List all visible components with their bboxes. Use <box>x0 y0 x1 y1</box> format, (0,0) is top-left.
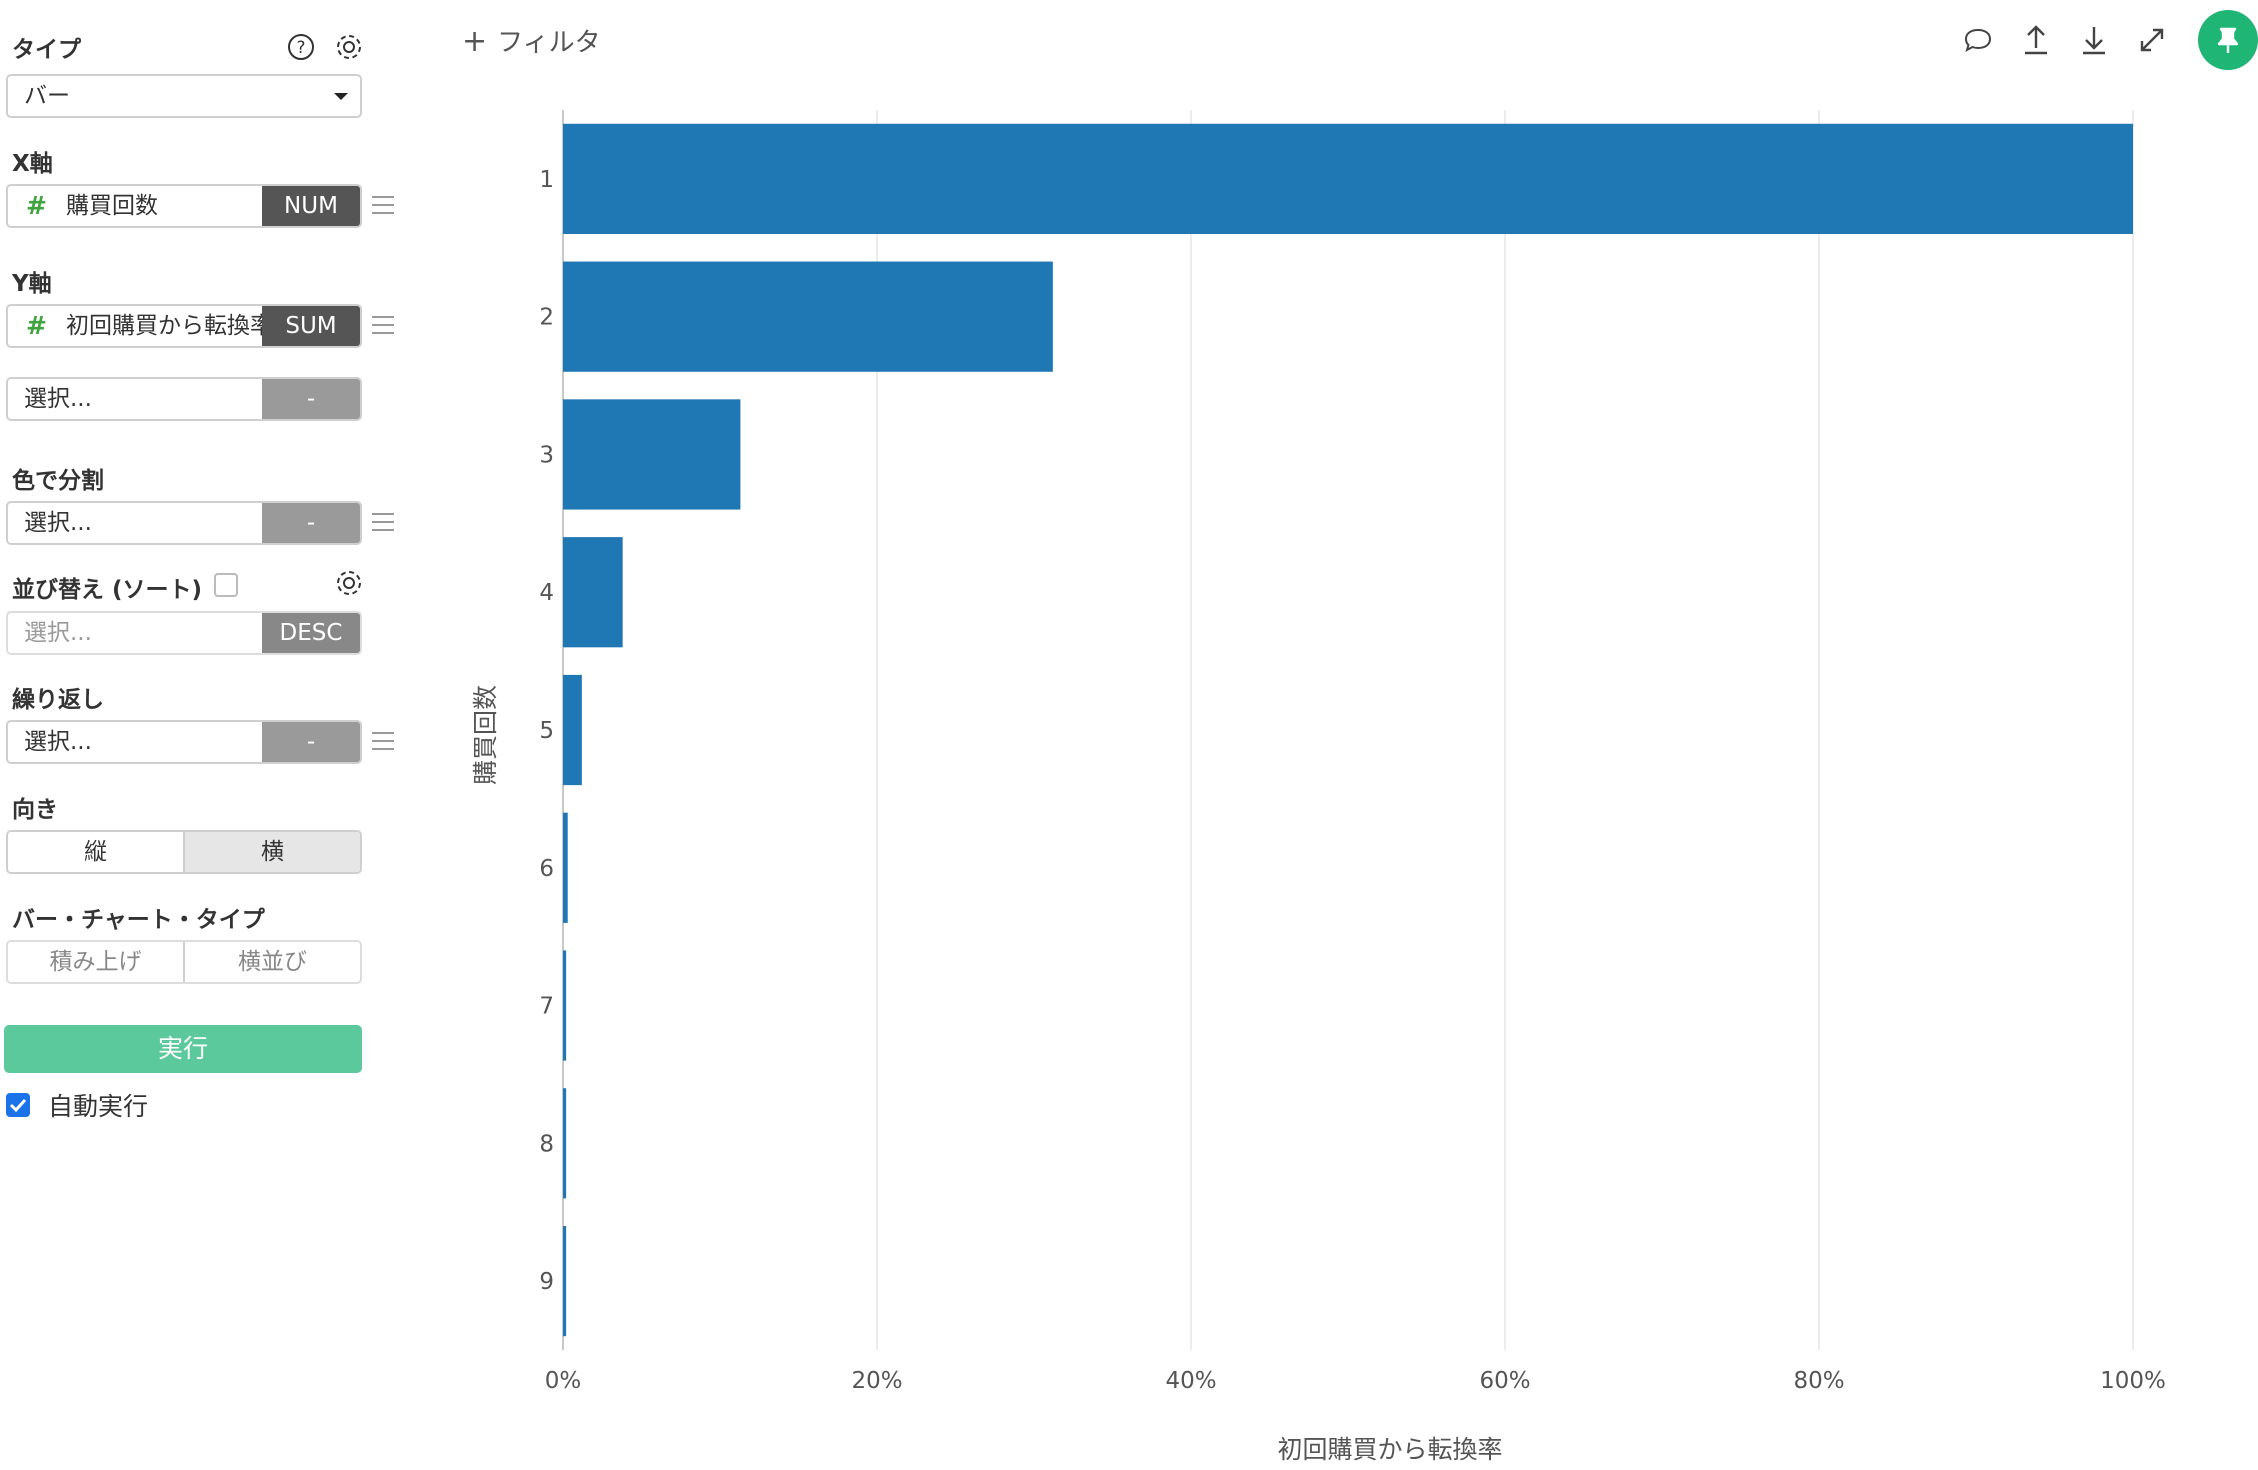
color-split-select[interactable]: 選択... - <box>6 501 362 545</box>
sort-select[interactable]: 選択... DESC <box>6 611 362 655</box>
bar-5[interactable] <box>563 674 582 786</box>
comment-icon[interactable] <box>1960 22 1996 58</box>
numeric-field-icon: # <box>26 191 47 220</box>
auto-run-checkbox[interactable] <box>6 1093 30 1117</box>
orientation-section-label: 向き <box>12 797 58 823</box>
add-filter-button[interactable]: + フィルタ <box>462 22 601 59</box>
y-axis-section-label: Y軸 <box>12 271 52 297</box>
repeat-tag[interactable]: - <box>262 722 360 762</box>
chart-type-select[interactable]: バー <box>6 74 362 118</box>
upload-icon[interactable] <box>2018 22 2054 58</box>
x-axis-title: 初回購買から転換率 <box>1277 1435 1502 1464</box>
svg-text:?: ? <box>296 38 305 58</box>
x-axis-aggregation-tag[interactable]: NUM <box>262 186 360 226</box>
bar-type-toggle: 積み上げ 横並び <box>6 940 362 984</box>
run-button[interactable]: 実行 <box>4 1025 362 1073</box>
y-axis-aggregation-tag[interactable]: SUM <box>262 306 360 346</box>
checkmark-icon <box>9 1098 27 1113</box>
bar-3[interactable] <box>563 399 741 510</box>
y-tick-label: 1 <box>539 167 554 193</box>
x-tick-label: 80% <box>1793 1368 1844 1394</box>
orientation-vertical-option[interactable]: 縦 <box>84 839 107 865</box>
x-tick-label: 0% <box>545 1368 582 1394</box>
color-split-menu-icon[interactable] <box>372 513 394 531</box>
bar-1[interactable] <box>563 123 2133 234</box>
x-tick-label: 100% <box>2100 1368 2166 1394</box>
filter-label: フィルタ <box>497 28 601 58</box>
x-axis-field[interactable]: # 購買回数 NUM <box>6 184 362 228</box>
repeat-select[interactable]: 選択... - <box>6 720 362 764</box>
orientation-toggle: 縦 横 <box>6 830 362 874</box>
color-split-section-label: 色で分割 <box>12 468 104 494</box>
sort-gear-icon[interactable] <box>334 568 364 598</box>
chart-type-value: バー <box>24 83 70 109</box>
bar-type-stacked-option[interactable]: 積み上げ <box>49 949 142 975</box>
sort-checkbox[interactable] <box>214 573 238 597</box>
y-tick-label: 9 <box>539 1269 554 1295</box>
x-tick-label: 40% <box>1165 1368 1216 1394</box>
pin-button[interactable] <box>2198 10 2258 70</box>
bar-2[interactable] <box>563 261 1053 372</box>
y-tick-label: 7 <box>539 994 554 1020</box>
x-axis-field-name: 購買回数 <box>66 193 158 219</box>
y-axis-menu-icon[interactable] <box>372 316 394 334</box>
plus-icon: + <box>462 24 488 59</box>
type-section-label: タイプ <box>12 37 81 63</box>
x-tick-label: 60% <box>1479 1368 1530 1394</box>
y-axis-title: 購買回数 <box>471 685 500 785</box>
y-tick-label: 3 <box>539 442 554 468</box>
bar-type-grouped-option[interactable]: 横並び <box>183 942 360 982</box>
y-axis2-select[interactable]: 選択... - <box>6 377 362 421</box>
bar-7[interactable] <box>563 950 567 1061</box>
repeat-section-label: 繰り返し <box>12 687 104 713</box>
gear-icon[interactable] <box>334 32 364 62</box>
x-tick-label: 20% <box>851 1368 902 1394</box>
y-tick-label: 2 <box>539 305 554 331</box>
y-axis2-placeholder: 選択... <box>24 386 92 412</box>
y-tick-label: 6 <box>539 856 554 882</box>
bar-8[interactable] <box>563 1088 567 1199</box>
repeat-menu-icon[interactable] <box>372 732 394 750</box>
color-split-tag[interactable]: - <box>262 503 360 543</box>
y-axis-field-name: 初回購買から転換率 <box>66 313 273 339</box>
orientation-horizontal-option[interactable]: 横 <box>183 832 360 872</box>
sort-section-label: 並び替え (ソート) <box>12 577 203 603</box>
bar-6[interactable] <box>563 812 568 923</box>
sort-direction-tag[interactable]: DESC <box>262 613 360 653</box>
bar-type-section-label: バー・チャート・タイプ <box>12 907 265 933</box>
color-split-placeholder: 選択... <box>24 510 92 536</box>
chevron-down-icon <box>334 93 348 100</box>
x-axis-menu-icon[interactable] <box>372 196 394 214</box>
y-axis-field[interactable]: # 初回購買から転換率 SUM <box>6 304 362 348</box>
pin-icon <box>2217 27 2239 53</box>
y-tick-label: 8 <box>539 1131 554 1157</box>
repeat-placeholder: 選択... <box>24 729 92 755</box>
x-axis-section-label: X軸 <box>12 151 53 177</box>
y-tick-label: 4 <box>539 580 554 606</box>
auto-run-label: 自動実行 <box>48 1092 149 1121</box>
y-tick-label: 5 <box>539 718 554 744</box>
bar-4[interactable] <box>563 537 623 648</box>
y-axis2-tag[interactable]: - <box>262 379 360 419</box>
bar-9[interactable] <box>563 1226 567 1337</box>
numeric-field-icon: # <box>26 311 47 340</box>
chart-settings-sidebar: タイプ ? バー X軸 # 購買回数 NUM Y軸 # 初回購買から転換率 SU… <box>0 0 410 1470</box>
sort-placeholder: 選択... <box>24 620 92 646</box>
help-icon[interactable]: ? <box>286 32 316 62</box>
download-icon[interactable] <box>2076 22 2112 58</box>
expand-icon[interactable] <box>2134 22 2170 58</box>
